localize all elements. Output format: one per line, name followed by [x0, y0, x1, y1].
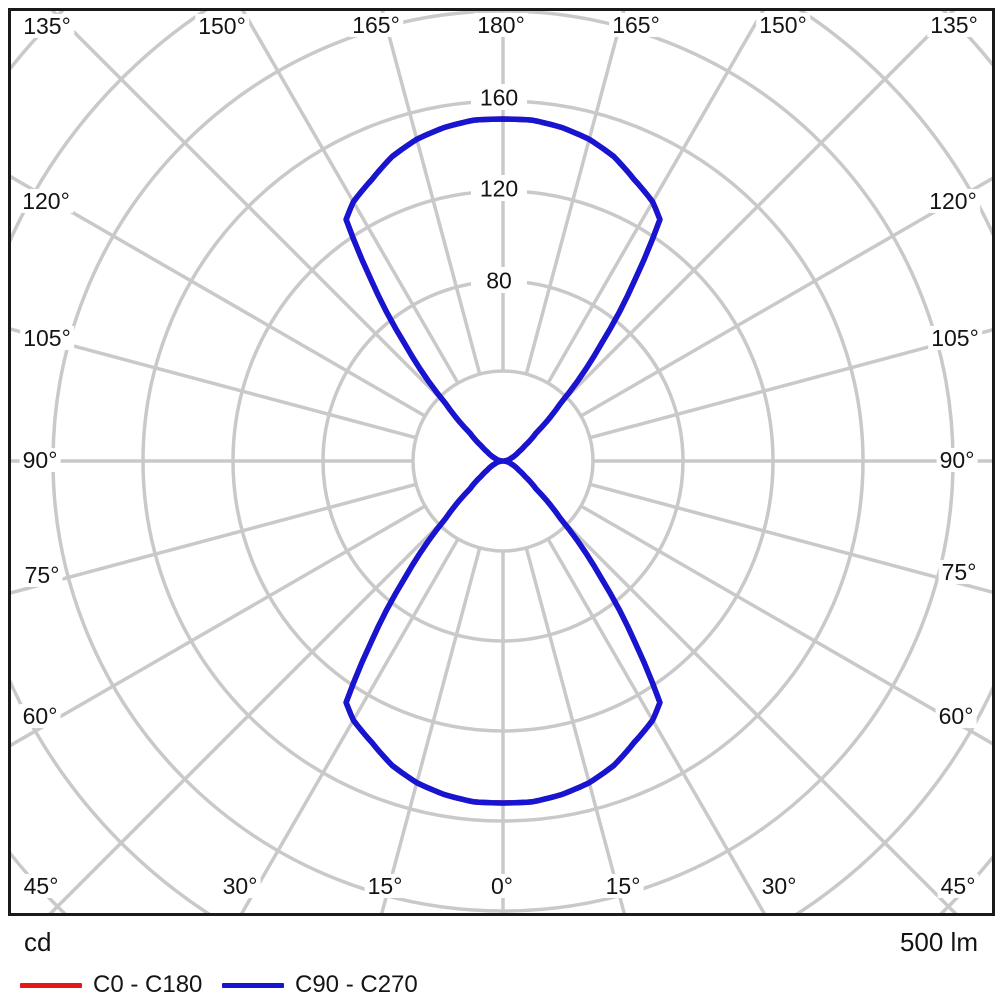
- ring-label-160cd: 160: [480, 85, 518, 111]
- angle-tick-label: 15°: [364, 874, 406, 898]
- chart-footer: cd 500 lm C0 - C180 C90 - C270: [0, 916, 1000, 1000]
- angle-tick-label: 15°: [602, 874, 644, 898]
- angle-tick-label: 165°: [609, 13, 663, 37]
- ring-label-bg: [471, 175, 527, 201]
- grid-spoke-45deg: [565, 11, 956, 399]
- legend-label-c0-c180: C0 - C180: [93, 971, 203, 998]
- angle-tick-label: 180°: [474, 13, 528, 37]
- ring-label-bg: [471, 267, 527, 293]
- grid-spoke-330deg: [241, 11, 460, 384]
- grid-spoke-135deg: [565, 523, 958, 913]
- ring-label-bg: [471, 84, 527, 110]
- grid-spoke-75deg: [589, 328, 992, 440]
- angle-tick-label: 120°: [926, 189, 980, 213]
- grid-spoke-240deg: [11, 504, 426, 748]
- angle-tick-label: 45°: [937, 874, 979, 898]
- angle-tick-label: 150°: [195, 14, 249, 38]
- angle-tick-label: 30°: [758, 874, 800, 898]
- grid-spoke-30deg: [546, 11, 765, 384]
- angle-tick-label: 60°: [935, 704, 977, 728]
- angle-tick-label: 75°: [21, 563, 63, 587]
- angle-tick-label: 135°: [927, 13, 981, 37]
- angle-tick-label: 30°: [219, 874, 261, 898]
- grid-spoke-255deg: [11, 482, 417, 595]
- angle-tick-label: 120°: [19, 189, 73, 213]
- angle-tick-label: 45°: [20, 874, 62, 898]
- legend-swatch-red-line: [20, 982, 82, 988]
- angle-tick-label: 105°: [928, 326, 982, 350]
- ring-label-80cd: 80: [486, 268, 512, 294]
- grid-spoke-210deg: [240, 538, 460, 913]
- grid-spoke-15deg: [524, 11, 626, 375]
- grid-spoke-300deg: [11, 174, 426, 418]
- grid-spoke-195deg: [380, 547, 482, 913]
- grid-spoke-120deg: [580, 504, 992, 746]
- legend-item-c0-c180: C0 - C180: [20, 971, 203, 998]
- angle-tick-label: 135°: [20, 14, 74, 38]
- grid-spoke-285deg: [11, 327, 417, 440]
- angle-tick-label: 150°: [756, 13, 810, 37]
- angle-tick-label: 75°: [938, 560, 980, 584]
- angle-tick-label: 60°: [19, 704, 61, 728]
- angle-tick-label: 0°: [488, 874, 516, 898]
- grid-spoke-345deg: [380, 11, 482, 375]
- grid-spoke-165deg: [524, 547, 626, 913]
- grid-spoke-315deg: [50, 11, 441, 399]
- legend-label-c90-c270: C90 - C270: [295, 971, 418, 998]
- grid-spoke-150deg: [546, 538, 766, 913]
- legend-item-c90-c270: C90 - C270: [222, 971, 418, 998]
- angle-tick-label: 90°: [19, 448, 61, 472]
- legend-swatch-blue-line: [222, 982, 284, 988]
- ring-label-120cd: 120: [480, 176, 518, 202]
- angle-tick-label: 105°: [20, 326, 74, 350]
- angle-tick-label: 90°: [936, 448, 978, 472]
- grid-spoke-225deg: [48, 523, 441, 913]
- unit-label: cd: [24, 927, 52, 957]
- luminous-flux-label: 500 lm: [899, 927, 978, 957]
- curve-c90-c270: [343, 116, 663, 806]
- grid-spoke-60deg: [580, 176, 992, 418]
- angle-tick-label: 165°: [349, 13, 403, 37]
- grid-spoke-105deg: [589, 482, 992, 594]
